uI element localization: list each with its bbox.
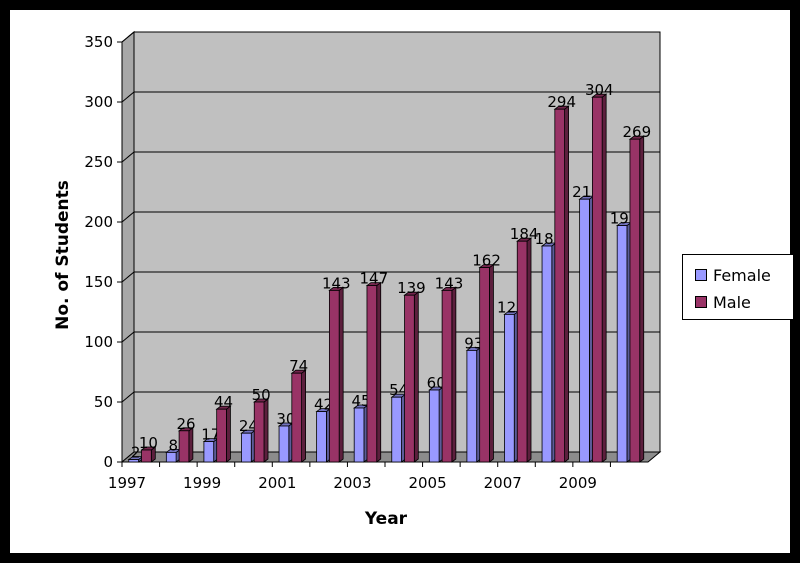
legend-item-male: Male bbox=[695, 292, 751, 312]
y-axis-title: No. of Students bbox=[53, 180, 73, 330]
bar-male bbox=[253, 401, 265, 463]
bar-chart: 0 50 100 150 200 250 300 350 1997 210 8 26 1999 17 44 2… bbox=[53, 30, 662, 529]
data-label-male: 269 bbox=[623, 123, 652, 141]
bar-male bbox=[554, 108, 565, 463]
legend-label-female: Female bbox=[713, 265, 771, 285]
bar-female bbox=[353, 407, 365, 463]
x-tick-label: 2009 bbox=[559, 474, 597, 492]
bar-side-male bbox=[338, 286, 344, 463]
bar-side-male bbox=[564, 105, 569, 463]
bar-side-male bbox=[601, 93, 607, 463]
bar-male bbox=[328, 289, 340, 463]
data-label-male: 294 bbox=[547, 93, 576, 111]
data-label-female: 2 bbox=[131, 444, 141, 462]
chart-frame: 0 50 100 150 200 250 300 350 1997 2 10 8 26 1999 17 44 2… bbox=[10, 10, 794, 553]
bar-female bbox=[466, 349, 478, 463]
gridline bbox=[121, 31, 660, 43]
bar-male bbox=[516, 240, 528, 463]
bar-side-male bbox=[263, 398, 269, 463]
bar-female bbox=[541, 245, 553, 463]
data-label-male: 147 bbox=[360, 270, 389, 288]
x-tick-label: 2005 bbox=[408, 474, 446, 492]
bar-side-male bbox=[489, 263, 494, 463]
gridline bbox=[121, 211, 660, 223]
bar-side-male bbox=[526, 237, 532, 463]
data-label-female: 30 bbox=[276, 410, 295, 428]
data-label-male: 10 bbox=[139, 434, 158, 452]
bar-female bbox=[316, 411, 327, 463]
bar-male bbox=[216, 408, 227, 463]
gridline bbox=[121, 151, 660, 163]
bar-male bbox=[178, 430, 190, 463]
plot-back-wall bbox=[133, 31, 661, 453]
data-label-male: 139 bbox=[397, 279, 426, 297]
data-label-female: 60 bbox=[427, 374, 446, 392]
data-label-male: 143 bbox=[435, 274, 464, 292]
legend-swatch-female bbox=[695, 269, 707, 281]
bar-male bbox=[441, 289, 453, 463]
gridline bbox=[121, 91, 660, 103]
data-label-male: 304 bbox=[585, 81, 614, 99]
bar-female bbox=[278, 425, 290, 463]
bar-side-male bbox=[639, 135, 645, 463]
bar-male bbox=[141, 449, 152, 463]
x-tick-label: 2001 bbox=[258, 474, 296, 492]
data-label-female: 24 bbox=[239, 417, 258, 435]
bar-female bbox=[504, 313, 515, 463]
data-label-female: 54 bbox=[389, 381, 408, 399]
bar-female bbox=[428, 389, 440, 463]
bar-side-male bbox=[188, 426, 194, 463]
data-label-male: 162 bbox=[472, 252, 501, 270]
data-label-male: 143 bbox=[322, 274, 351, 292]
plot-area: 0 50 100 150 200 250 300 350 1997 210 8 26 1999 17 44 2… bbox=[84, 30, 662, 492]
y-tick-label: 0 bbox=[103, 453, 113, 471]
bar-side-male bbox=[413, 291, 419, 463]
x-axis-title: Year bbox=[364, 509, 408, 529]
bar-female bbox=[165, 451, 177, 463]
bar-female bbox=[391, 396, 402, 463]
y-tick-label: 350 bbox=[84, 33, 113, 51]
data-label-female: 93 bbox=[464, 334, 483, 352]
x-tick-label: 2007 bbox=[484, 474, 522, 492]
bar-male bbox=[479, 267, 490, 463]
bar-female bbox=[616, 225, 628, 463]
data-label-male: 184 bbox=[510, 225, 539, 243]
data-label-male: 44 bbox=[214, 393, 233, 411]
bar-female bbox=[203, 441, 215, 463]
y-tick-label: 100 bbox=[84, 333, 113, 351]
data-label-male: 50 bbox=[252, 386, 271, 404]
x-tick-label: 1999 bbox=[183, 474, 221, 492]
data-label-male: 74 bbox=[289, 357, 308, 375]
bar-female bbox=[241, 432, 252, 463]
y-tick-label: 150 bbox=[84, 273, 113, 291]
data-label-female: 42 bbox=[314, 396, 333, 414]
y-tick-label: 200 bbox=[84, 213, 113, 231]
legend-item-female: Female bbox=[695, 265, 771, 285]
bar-side-male bbox=[301, 369, 306, 463]
y-tick-label: 300 bbox=[84, 93, 113, 111]
bar-male bbox=[366, 285, 378, 463]
bar-male bbox=[291, 372, 302, 463]
legend-label-male: Male bbox=[713, 292, 751, 312]
legend-swatch-male bbox=[695, 296, 707, 308]
bar-female bbox=[579, 198, 590, 463]
data-label-female: 8 bbox=[168, 436, 178, 454]
legend: Female Male bbox=[682, 254, 794, 320]
bar-side-male bbox=[451, 286, 457, 463]
bar-male bbox=[629, 138, 641, 463]
x-tick-label: 2003 bbox=[333, 474, 371, 492]
bar-side-male bbox=[226, 405, 231, 463]
bar-male bbox=[591, 96, 603, 463]
data-label-female: 45 bbox=[352, 392, 371, 410]
x-tick-label: 1997 bbox=[108, 474, 146, 492]
data-label-male: 26 bbox=[176, 415, 195, 433]
bar-side-male bbox=[376, 281, 382, 463]
y-tick-label: 50 bbox=[94, 393, 113, 411]
bar-male bbox=[404, 294, 415, 463]
bar-female bbox=[128, 459, 139, 463]
y-tick-label: 250 bbox=[84, 153, 113, 171]
data-label-female: 17 bbox=[201, 426, 220, 444]
